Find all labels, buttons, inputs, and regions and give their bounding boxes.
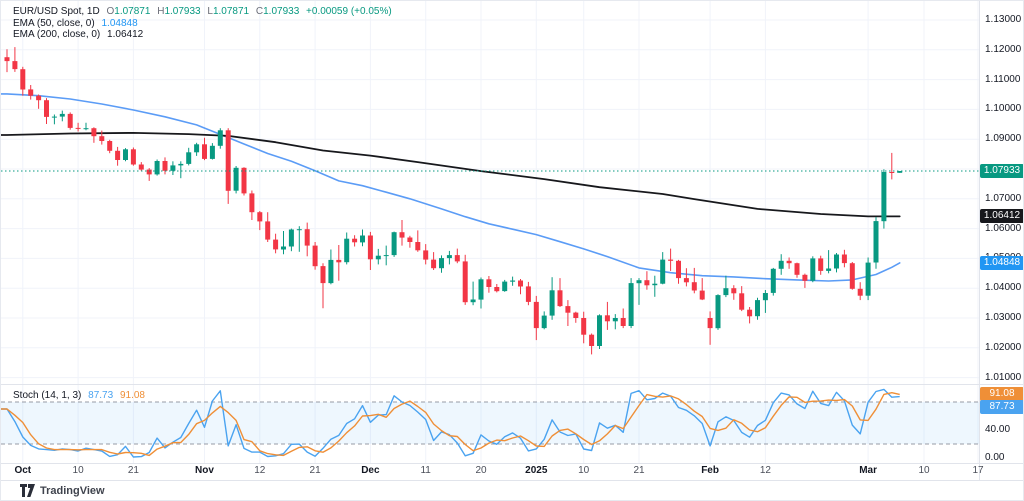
ema50-value-badge: 1.04848 [980, 255, 1023, 270]
stoch-d-badge: 91.08 [980, 387, 1023, 402]
ohlc-low-value: 1.07871 [212, 6, 250, 17]
stoch-d-line [1, 392, 900, 457]
stoch-legend-row[interactable]: Stoch (14, 1, 3) 87.73 91.08 [13, 390, 145, 401]
ema200-line [1, 131, 901, 218]
time-axis-label: Dec [361, 465, 380, 476]
price-axis-label: 1.13000 [985, 14, 1022, 25]
price-axis-label: 1.02000 [985, 341, 1022, 353]
stoch-d-value: 91.08 [119, 390, 145, 401]
ohlc-close-value: 1.07933 [263, 6, 300, 17]
ohlc-open-value: 1.07871 [114, 6, 151, 17]
price-axis-label: 1.11000 [985, 73, 1021, 85]
time-axis-label: 12 [254, 465, 266, 476]
time-axis-label: 10 [72, 465, 84, 476]
stoch-band [1, 402, 979, 444]
stoch-axis-label: 0.00 [985, 452, 1005, 463]
time-axis[interactable] [1, 463, 979, 480]
candlestick-series [4, 47, 903, 355]
ohlc-high-label: H [157, 6, 165, 17]
ema50-value: 1.04848 [101, 17, 138, 29]
time-axis-label: 10 [918, 465, 930, 476]
ema200-label: EMA (200, close, 0) [13, 29, 101, 40]
ohlc-low-label: L [207, 6, 213, 17]
time-axis-label: Feb [701, 465, 719, 476]
tradingview-logo-text: TradingView [40, 484, 105, 497]
time-axis-label: 10 [578, 465, 590, 476]
ema200-value-badge: 1.06412 [980, 209, 1023, 224]
ohlc-open-label: O [106, 6, 115, 17]
price-axis-label: 1.04000 [985, 282, 1022, 294]
ohlc-high-value: 1.07933 [164, 6, 201, 17]
time-axis-label: Oct [14, 465, 32, 476]
time-axis-label: 17 [972, 465, 984, 476]
symbol-title: EUR/USD Spot, 1D [13, 6, 100, 17]
time-axis-label: Nov [195, 465, 214, 476]
price-axis-label: 1.12000 [985, 43, 1022, 55]
ema50-legend-row[interactable]: EMA (50, close, 0) 1.04848 [13, 17, 392, 30]
time-axis-label: 21 [309, 465, 321, 476]
price-axis-label: 1.01000 [985, 371, 1022, 383]
time-axis-label: Mar [859, 465, 877, 476]
time-axis-label: 20 [475, 465, 487, 476]
time-axis-label: 12 [759, 465, 771, 476]
price-axis-label: 1.06000 [985, 222, 1022, 234]
price-axis-label: 1.07000 [985, 192, 1022, 204]
tradingview-logo[interactable]: TradingView [20, 484, 105, 497]
time-axis-label: 2025 [525, 465, 548, 476]
price-axis-label: 1.03000 [985, 312, 1022, 323]
time-axis-label: 21 [633, 465, 645, 476]
symbol-ohlc-row[interactable]: EUR/USD Spot, 1D O1.07871 H1.07933 L1.07… [13, 6, 392, 18]
ema50-line [1, 93, 901, 282]
price-axis-label: 1.10000 [985, 103, 1022, 115]
last-price-badge: 1.07933 [980, 163, 1023, 178]
ohlc-close-label: C [255, 6, 264, 17]
ema50-label: EMA (50, close, 0) [13, 17, 95, 29]
change-value: +0.00059 (+0.05%) [306, 6, 392, 17]
stoch-k-line [1, 388, 900, 458]
stoch-k-value: 87.73 [88, 390, 114, 401]
time-axis-label: 21 [127, 465, 139, 476]
symbol-legend: EUR/USD Spot, 1D O1.07871 H1.07933 L1.07… [13, 6, 392, 42]
stoch-label: Stoch (14, 1, 3) [13, 390, 82, 401]
time-axis-label: 11 [420, 465, 431, 476]
stoch-k-badge: 87.73 [980, 399, 1023, 414]
ema200-legend-row[interactable]: EMA (200, close, 0) 1.06412 [13, 29, 392, 41]
price-axis-label: 1.09000 [985, 133, 1022, 145]
tradingview-logo-icon [20, 484, 35, 497]
stoch-axis-label: 40.00 [985, 424, 1011, 435]
ema200-value: 1.06412 [107, 29, 144, 40]
